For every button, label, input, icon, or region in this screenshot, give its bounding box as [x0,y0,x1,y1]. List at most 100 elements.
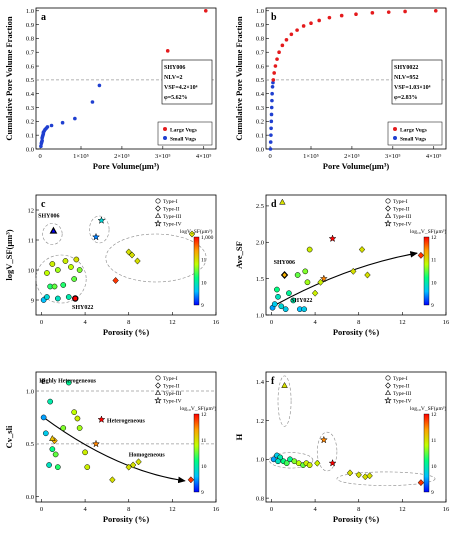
data-point-diamond [134,257,141,265]
data-point-circle [302,268,309,275]
data-point-diamond [125,463,132,471]
colorbar-tick-label: 9 [431,490,434,496]
y-tick-label: 0.3 [256,105,264,112]
legend-marker [154,396,162,404]
data-point-circle [54,267,61,273]
y-tick-label: 0.9 [256,22,264,29]
legend-label: Type-II [163,207,180,213]
data-point-large-vugs [309,21,313,26]
panel-label-f: f [271,376,275,387]
legend-label: Type-I [393,376,408,382]
legend-frame [387,121,443,146]
data-point-large-vugs [403,9,407,14]
legend-label: Type-IV [163,222,182,228]
data-point-circle [275,458,281,465]
colorbar-tick-label: 10 [201,280,207,286]
x-tick-label: 0 [40,319,43,326]
y-tick-label: 11 [28,237,34,244]
data-point-diamond [364,271,371,279]
colorbar-label: logV_SF(μm³) [180,228,213,235]
legend-label: Type-IV [163,399,182,405]
colorbar-label: log₁₀V_SF(μm³) [410,228,446,235]
legend-a: Large Vugs Small Vugs [157,121,213,146]
data-point-circle [60,282,67,288]
plot-frame-b [265,7,447,150]
x-tick-label: 1×10⁵ [303,153,319,160]
data-point-circle [306,246,313,253]
colorbar-tick-label: 11 [201,258,207,264]
legend-marker [385,198,391,204]
data-point-large-vugs [272,71,276,75]
group-ellipse [316,431,338,472]
x-tick-label: 2×10⁵ [344,153,360,160]
x-tick-label: 8 [127,319,130,326]
data-point-large-vugs [386,10,391,14]
data-point-diamond [346,469,354,477]
data-point-circle [54,464,61,470]
data-point-diamond [280,270,289,280]
legend-marker [155,198,161,204]
x-axis-label: Porosity (%) [103,514,150,524]
data-point-circle [68,264,74,270]
x-tick-label: 16 [213,506,220,513]
data-point-circle [301,306,308,313]
legend-marker [154,219,162,227]
data-point-large-vugs [277,50,281,55]
data-point-large-vugs [271,78,276,82]
x-tick-label: 0 [38,153,41,160]
data-point-diamond [311,289,319,297]
x-tick-label: 0 [270,319,273,326]
data-point-circle [290,297,297,304]
colorbar-label: log₁₀V_SF(μm³) [410,405,446,412]
data-point-large-vugs [280,43,285,48]
legend-marker [163,127,167,131]
info-box-a: SHY006 NLV=2 VSF=4.2×10⁴ φ=5.62% [161,59,213,105]
axes-c: 0 4 8 12 16 9 10 11 12 Porosity (%) logV_SF(μm³) [4,207,220,337]
data-point-small-vugs [268,140,273,144]
x-axis-label: Porosity (%) [333,514,380,524]
data-point-circle [71,276,78,282]
legend-label: Type-II [393,207,410,213]
legend-marker [393,127,397,131]
data-point-circle [54,295,61,302]
data-point-triangle [281,381,288,388]
y-tick-label: 0.8 [26,36,34,43]
data-point-large-vugs [370,11,375,15]
data-point-small-vugs [269,126,273,131]
data-point-small-vugs [45,125,50,129]
info-box-line: SHY0022 [394,65,418,71]
data-point-circle [65,379,72,386]
x-tick-label: 3×10⁵ [155,153,171,160]
data-point-circle [49,446,56,453]
group-ellipse [105,233,207,283]
y-tick-label: 2.0 [256,240,264,247]
x-tick-label: 12 [169,506,176,513]
x-tick-label: 4 [83,319,87,326]
y-tick-label: 0.5 [26,77,34,84]
y-tick-label: 0.4 [256,91,265,98]
data-point-large-vugs [203,8,208,13]
data-point-large-vugs [275,57,279,61]
trend-arrow [43,417,186,484]
info-box-line: φ=2.83% [394,95,418,101]
legend-marker [385,382,391,389]
data-point-circle [49,261,56,267]
zone-label: Heterogeneous [107,419,146,425]
data-point-diamond [417,251,425,259]
colorbar-d: log₁₀V_SF(μm³) 9 10 11 12 [410,228,446,309]
data-point-diamond [366,472,373,480]
data-point-small-vugs [269,119,274,124]
y-axis-label: Ave_SF [234,241,244,269]
panel-label-d: d [271,199,277,210]
info-box-line: φ=5.62% [164,95,188,101]
data-point-small-vugs [269,112,274,117]
data-point-star [97,415,106,424]
annotation-sample: SHY022 [291,298,312,304]
legend-marker [385,212,391,219]
x-tick-label: 4 [313,506,317,513]
data-point-circle [278,303,285,310]
x-tick-label: 4×10⁵ [196,153,212,160]
group-ellipse [277,375,292,427]
y-axis-label: Cv_sli [4,425,14,448]
